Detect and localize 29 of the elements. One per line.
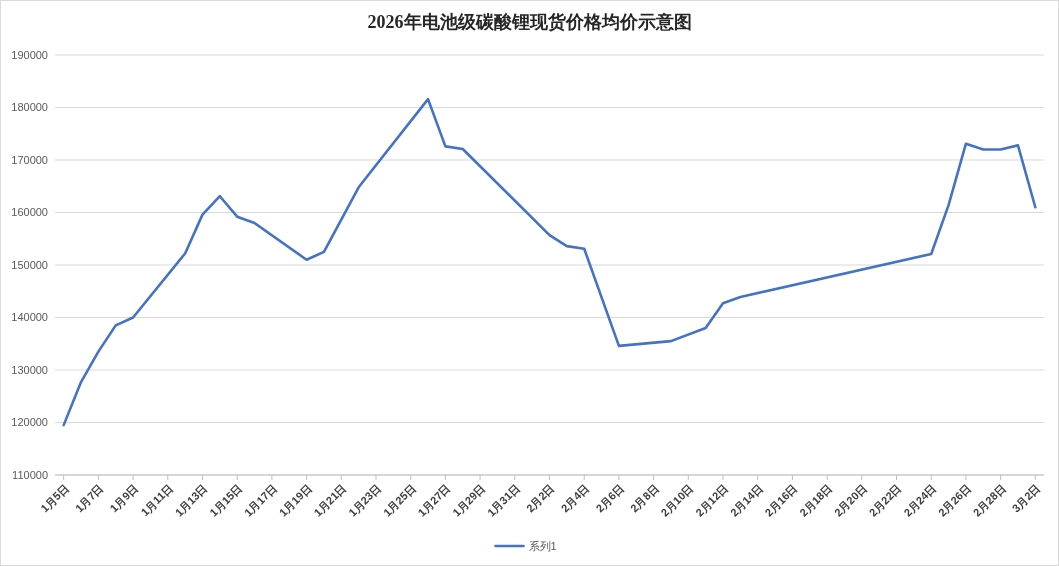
x-tick-label: 2月18日 xyxy=(797,481,835,519)
x-tick-label: 2月26日 xyxy=(936,481,974,519)
y-tick-label: 120000 xyxy=(11,416,48,429)
x-tick-label: 1月15日 xyxy=(207,481,245,519)
x-tick-label: 2月12日 xyxy=(693,481,731,519)
y-tick-label: 110000 xyxy=(12,468,48,481)
line-series xyxy=(62,97,1037,427)
y-tick-label: 170000 xyxy=(11,153,48,166)
y-tick-label: 180000 xyxy=(11,101,48,114)
x-tick-label: 2月24日 xyxy=(901,481,939,519)
x-tick-label: 2月8日 xyxy=(628,481,661,515)
x-tick-label: 3月2日 xyxy=(1009,481,1043,515)
y-tick-label: 190000 xyxy=(11,48,48,61)
x-tick-label: 1月7日 xyxy=(72,481,106,515)
x-tick-label: 2月4日 xyxy=(558,481,592,515)
x-tick-label: 1月29日 xyxy=(450,481,488,519)
chart-title: 2026年电池级碳酸锂现货价格均价示意图 xyxy=(367,12,692,32)
legend-label: 系列1 xyxy=(528,539,557,552)
x-tick-label: 1月9日 xyxy=(107,481,141,515)
y-tick-label: 150000 xyxy=(11,258,48,271)
x-tick-label: 1月11日 xyxy=(138,481,175,519)
y-tick-label: 160000 xyxy=(11,206,48,219)
x-tick-label: 1月17日 xyxy=(242,481,280,519)
y-tick-label: 140000 xyxy=(11,311,48,324)
y-tick-label: 130000 xyxy=(11,363,48,376)
x-tick-label: 1月5日 xyxy=(38,481,71,515)
x-tick-label: 2月6日 xyxy=(593,481,627,515)
x-tick-label: 2月2日 xyxy=(523,481,557,515)
x-tick-label: 1月23日 xyxy=(346,481,384,519)
